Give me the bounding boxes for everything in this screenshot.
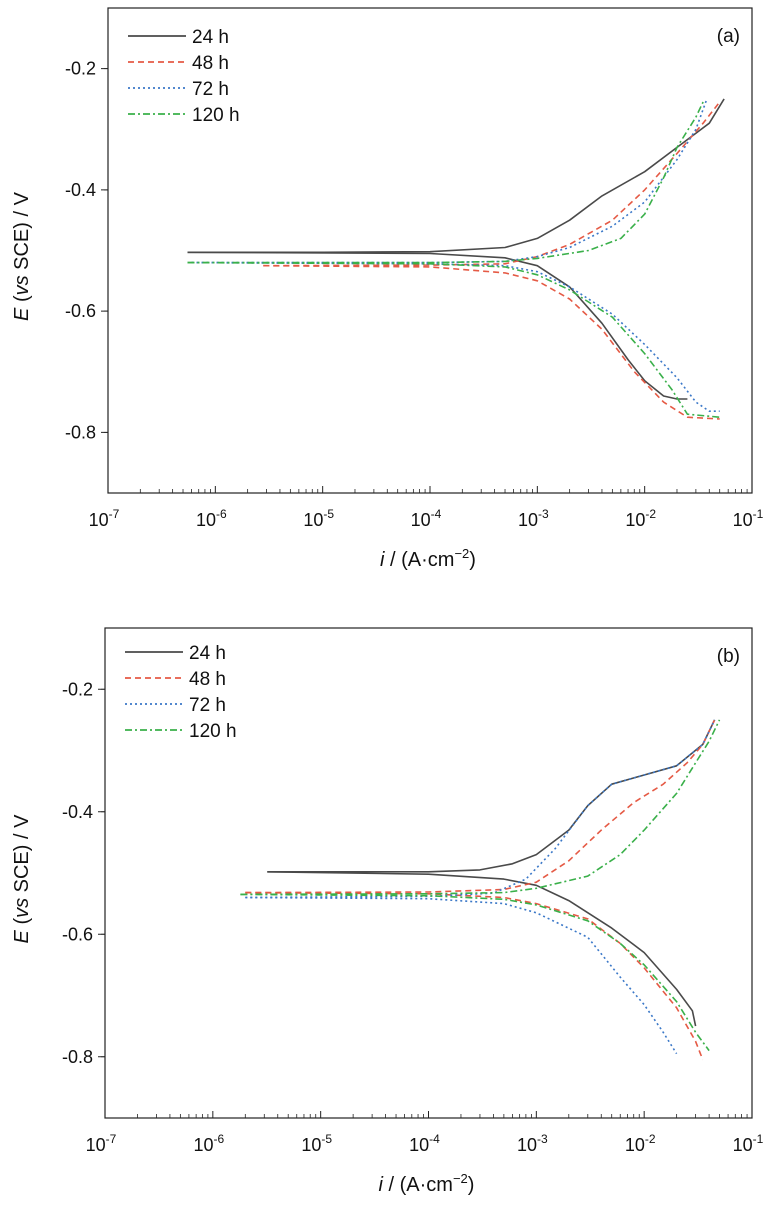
y-tick-label: -0.6 bbox=[62, 924, 93, 944]
y-tick-label: -0.8 bbox=[65, 422, 96, 442]
series-lines bbox=[240, 719, 721, 1061]
y-axis-label: E (vs SCE) / V bbox=[11, 814, 33, 944]
x-tick-label: 10-6 bbox=[193, 1132, 224, 1155]
series-line-72h-anodic bbox=[245, 719, 716, 899]
legend-label: 72 h bbox=[189, 695, 226, 716]
legend-label: 48 h bbox=[189, 669, 226, 690]
x-axis-label: i / (A·cm−2) bbox=[380, 546, 476, 571]
x-tick-label: 10-4 bbox=[411, 507, 442, 530]
series-line-48h-cathodic bbox=[263, 264, 720, 420]
y-tick-label: -0.6 bbox=[65, 301, 96, 321]
x-tick-label: 10-7 bbox=[86, 1132, 117, 1155]
x-tick-label: 10-3 bbox=[518, 507, 549, 530]
series-line-24h-anodic bbox=[267, 719, 716, 873]
x-tick-label: 10-2 bbox=[625, 1132, 656, 1155]
series-line-120h-anodic bbox=[240, 719, 721, 896]
x-tick-label: 10-4 bbox=[409, 1132, 440, 1155]
y-tick-label: -0.2 bbox=[65, 59, 96, 79]
series-line-48h-anodic bbox=[245, 719, 716, 894]
panel-label: (a) bbox=[717, 26, 740, 47]
series-line-24h-cathodic bbox=[267, 871, 697, 1027]
series-lines bbox=[187, 98, 725, 420]
x-tick-label: 10-5 bbox=[301, 1132, 332, 1155]
x-tick-label: 10-1 bbox=[733, 507, 764, 530]
chart-panel-a: 10-7 10-6 10-5 10-4 10-3 10-2 10-1 -0.2 -0.4 -0.6… bbox=[11, 7, 764, 571]
x-tick-label: 10-1 bbox=[733, 1132, 764, 1155]
series-line-24h-cathodic bbox=[187, 251, 688, 400]
legend-label: 120 h bbox=[192, 105, 240, 126]
legend-label: 48 h bbox=[192, 53, 229, 74]
legend: 24 h 48 h 72 h 120 h bbox=[125, 643, 237, 742]
series-line-120h-cathodic bbox=[240, 893, 710, 1052]
x-axis-label: i / (A·cm−2) bbox=[379, 1171, 475, 1196]
y-tick-label: -0.4 bbox=[65, 180, 96, 200]
legend-label: 72 h bbox=[192, 79, 229, 100]
x-tick-label: 10-3 bbox=[517, 1132, 548, 1155]
series-line-72h-cathodic bbox=[245, 896, 678, 1055]
series-line-120h-cathodic bbox=[187, 261, 720, 418]
legend-label: 24 h bbox=[189, 643, 226, 664]
series-line-120h-anodic bbox=[187, 101, 704, 264]
legend-label: 24 h bbox=[192, 27, 229, 48]
x-tick-label: 10-2 bbox=[625, 507, 656, 530]
series-line-48h-cathodic bbox=[245, 891, 704, 1061]
legend: 24 h 48 h 72 h 120 h bbox=[128, 27, 240, 126]
legend-label: 120 h bbox=[189, 721, 237, 742]
series-line-72h-cathodic bbox=[191, 261, 720, 413]
panel-label: (b) bbox=[717, 646, 740, 667]
x-tick-label: 10-6 bbox=[196, 507, 227, 530]
chart-panel-b: 10-7 10-6 10-5 10-4 10-3 10-2 10-1 -0.2 -0.4 -0.6… bbox=[11, 627, 764, 1196]
series-line-48h-anodic bbox=[263, 101, 721, 267]
series-line-24h-anodic bbox=[187, 98, 725, 254]
y-tick-label: -0.8 bbox=[62, 1047, 93, 1067]
y-axis-label: E (vs SCE) / V bbox=[11, 191, 33, 321]
y-tick-label: -0.4 bbox=[62, 802, 93, 822]
y-tick-label: -0.2 bbox=[62, 679, 93, 699]
x-tick-label: 10-7 bbox=[89, 507, 120, 530]
x-tick-label: 10-5 bbox=[303, 507, 334, 530]
